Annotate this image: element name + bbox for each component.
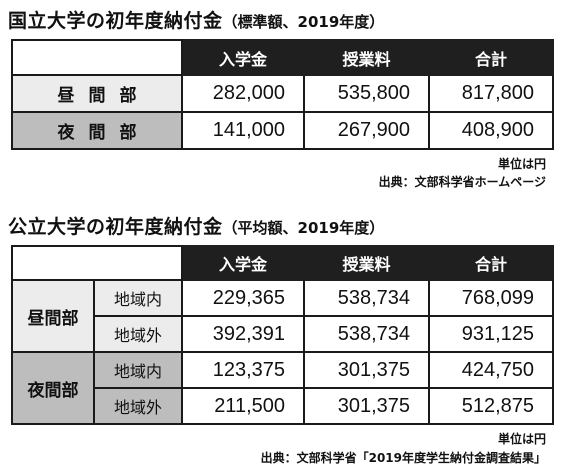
public-cell-total: 424,750 (428, 351, 554, 389)
public-cell-tuition: 538,734 (303, 315, 430, 353)
public-header-admission: 入学金 (181, 245, 305, 281)
national-header-admission: 入学金 (181, 39, 305, 76)
public-fee-table: 入学金 授業料 合計 昼間部 地域内 229,365 538,734 768,0… (11, 245, 554, 425)
national-cell-tuition: 267,900 (303, 111, 430, 150)
public-row: 昼間部 地域内 229,365 538,734 768,099 (11, 279, 554, 353)
national-header-total: 合計 (428, 39, 554, 76)
national-header-tuition: 授業料 (303, 39, 430, 76)
national-header-row: 入学金 授業料 合計 (11, 39, 554, 76)
national-cell-admission: 141,000 (181, 111, 305, 150)
national-title-sub: （標準額、2019年度） (222, 13, 385, 31)
public-cell-total: 931,125 (428, 315, 554, 353)
public-area-label: 地域外 (93, 315, 183, 353)
national-title: 国立大学の初年度納付金（標準額、2019年度） (8, 6, 384, 33)
public-unit-note: 単位は円 (497, 432, 546, 446)
national-cell-total: 408,900 (428, 111, 554, 150)
public-title-main: 公立大学の初年度納付金 (8, 216, 223, 238)
public-cell-tuition: 301,375 (303, 351, 430, 389)
national-title-main: 国立大学の初年度納付金 (8, 10, 223, 32)
public-area-label: 地域外 (93, 387, 183, 425)
national-row-label: 昼間部 (11, 74, 183, 113)
national-row-day: 昼間部 282,000 535,800 817,800 (11, 74, 554, 113)
public-cell-total: 768,099 (428, 279, 554, 317)
public-row: 地域外 211,500 301,375 512,875 (12, 387, 554, 425)
national-row-night: 夜間部 141,000 267,900 408,900 (11, 111, 554, 150)
public-area-label: 地域内 (93, 279, 183, 317)
public-row: 地域外 392,391 538,734 931,125 (12, 315, 554, 353)
public-area-label: 地域内 (93, 351, 183, 389)
public-cell-admission: 229,365 (181, 279, 305, 317)
public-group-label: 夜間部 (11, 351, 95, 425)
public-source-note: 出典：文部科学省「2019年度学生納付金調査結果」 (260, 451, 546, 465)
public-header-tuition: 授業料 (303, 245, 430, 281)
national-unit-note: 単位は円 (497, 157, 546, 171)
public-title: 公立大学の初年度納付金（平均額、2019年度） (8, 212, 384, 239)
national-corner-cell (11, 39, 183, 76)
public-cell-admission: 211,500 (181, 387, 305, 425)
public-title-sub: （平均額、2019年度） (222, 219, 385, 237)
national-fee-table: 入学金 授業料 合計 昼間部 282,000 535,800 817,800 夜… (11, 39, 554, 150)
public-header-row: 入学金 授業料 合計 (11, 245, 554, 281)
national-cell-total: 817,800 (428, 74, 554, 113)
public-row: 夜間部 地域内 123,375 301,375 424,750 (11, 351, 554, 425)
public-group-label: 昼間部 (11, 279, 95, 353)
national-cell-tuition: 535,800 (303, 74, 430, 113)
national-row-label: 夜間部 (11, 111, 183, 150)
public-cell-admission: 123,375 (181, 351, 305, 389)
public-cell-tuition: 301,375 (303, 387, 430, 425)
national-cell-admission: 282,000 (181, 74, 305, 113)
national-source-note: 出典：文部科学省ホームページ (378, 175, 546, 189)
public-corner-cell (11, 245, 183, 281)
public-cell-admission: 392,391 (181, 315, 305, 353)
public-cell-total: 512,875 (428, 387, 554, 425)
public-header-total: 合計 (428, 245, 554, 281)
public-cell-tuition: 538,734 (303, 279, 430, 317)
